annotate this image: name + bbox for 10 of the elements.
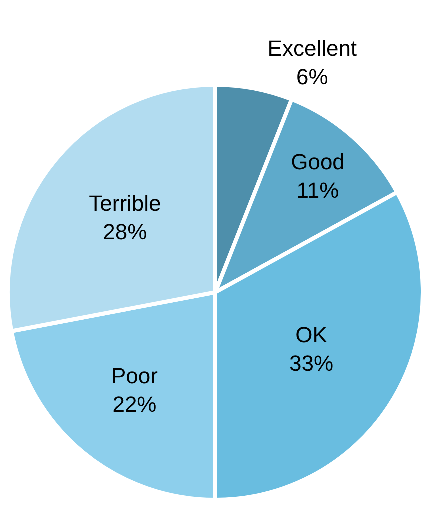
slice-label: Terrible [89,190,162,216]
slice-label: Excellent [268,36,358,62]
data-label: 11% [296,178,340,204]
slice-label: Good [291,149,345,174]
data-label: 33% [289,351,334,376]
data-label: 28% [103,220,148,245]
slice-label: OK [296,322,328,348]
data-label: 6% [296,64,328,90]
slice-label: Poor [111,363,158,388]
data-label: 22% [112,392,157,417]
